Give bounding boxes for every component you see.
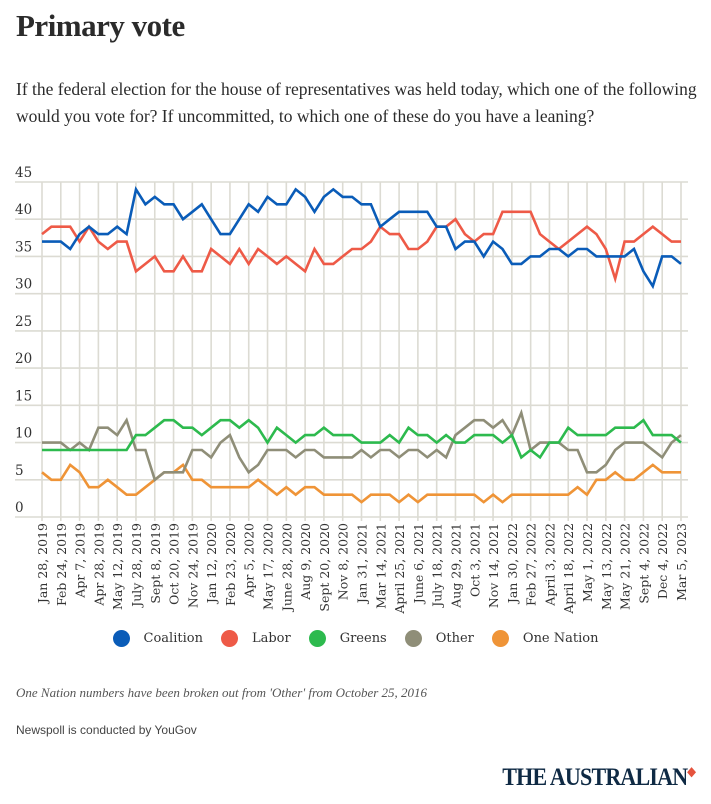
- x-tick-label: Dec 4, 2022: [655, 523, 670, 599]
- series-line-coalition: [42, 185, 682, 290]
- legend-swatch: [220, 630, 238, 647]
- x-tick-label: Nov 24, 2019: [185, 523, 200, 608]
- y-tick-label: 0: [15, 500, 24, 516]
- x-tick-label: Oct 3, 2021: [467, 523, 482, 597]
- x-tick-label: Aug 9, 2020: [298, 523, 313, 601]
- y-tick-label: 15: [15, 388, 32, 404]
- australia-map-icon: ◆: [687, 765, 695, 779]
- x-tick-label: May 1, 2022: [580, 523, 595, 602]
- x-tick-label: Jan 31, 2021: [355, 523, 370, 605]
- legend-label: Coalition: [143, 631, 203, 646]
- y-tick-label: 10: [15, 426, 32, 442]
- legend-swatch: [404, 630, 422, 647]
- source-note: Newspoll is conducted by YouGov: [16, 723, 197, 737]
- x-tick-label: Aug 29, 2021: [448, 523, 463, 609]
- x-tick-label: Apr 7, 2019: [73, 523, 88, 599]
- legend-label: One Nation: [522, 631, 599, 646]
- legend-item-greens[interactable]: Greens: [308, 630, 387, 647]
- legend-swatch: [308, 630, 326, 647]
- y-tick-label: 40: [15, 202, 32, 218]
- y-tick-label: 5: [15, 463, 24, 479]
- x-tick-label: June 28, 2020: [279, 523, 294, 613]
- x-tick-label: Nov 8, 2020: [336, 523, 351, 600]
- x-tick-label: May 13, 2022: [599, 523, 614, 610]
- legend-label: Other: [435, 631, 474, 646]
- series-line-labor: [41, 210, 681, 284]
- x-tick-label: April 18, 2022: [561, 523, 576, 615]
- x-tick-label: Nov 14, 2021: [486, 523, 501, 608]
- y-tick-label: 30: [15, 277, 32, 293]
- x-tick-label: Sept 4, 2022: [636, 523, 651, 604]
- logo-text: THE AUSTRALIAN: [502, 762, 688, 791]
- chart-title: Primary vote: [16, 8, 185, 43]
- y-tick-label: 35: [15, 239, 32, 255]
- series-line-one-nation: [41, 462, 681, 504]
- legend-swatch: [491, 630, 509, 647]
- legend-label: Labor: [251, 631, 291, 646]
- x-tick-label: Feb 24, 2019: [54, 523, 69, 606]
- legend-item-coalition[interactable]: Coalition: [112, 630, 203, 647]
- x-tick-label: Oct 20, 2019: [167, 523, 182, 605]
- footnote: One Nation numbers have been broken out …: [16, 685, 428, 700]
- x-tick-label: July 28, 2019: [129, 523, 144, 609]
- line-chart: 0 5 10 15 20 25 30 35 40 45 Jan 28, 2019 Feb 24, 2…: [15, 165, 689, 615]
- series-lines: [41, 185, 682, 504]
- x-tick-label: Apr 5, 2020: [242, 523, 257, 599]
- grid: [15, 181, 688, 521]
- y-tick-label: 25: [15, 314, 32, 330]
- x-tick-label: Jan 28, 2019: [35, 523, 50, 605]
- legend-swatch: [112, 630, 130, 647]
- x-tick-label: Jan 12, 2020: [204, 523, 219, 605]
- x-tick-label: Mar 5, 2023: [674, 523, 689, 601]
- legend-label: Greens: [339, 631, 387, 646]
- x-axis: Jan 28, 2019 Feb 24, 2019 Apr 7, 2019 Apr 2…: [35, 523, 689, 615]
- x-tick-label: Feb 27, 2022: [524, 523, 539, 606]
- x-tick-label: Sept 8, 2019: [148, 523, 163, 604]
- legend-item-labor[interactable]: Labor: [220, 630, 291, 647]
- x-tick-label: May 17, 2020: [261, 523, 276, 610]
- series-line-other: [42, 408, 682, 482]
- chart-subtitle: If the federal election for the house of…: [16, 79, 697, 126]
- x-tick-label: May 21, 2022: [618, 523, 633, 610]
- legend: Coalition Labor Greens Other One Nation: [0, 630, 711, 647]
- x-tick-label: Apr 28, 2019: [91, 523, 106, 607]
- x-tick-label: April 25, 2021: [392, 523, 407, 615]
- y-tick-label: 45: [15, 165, 32, 181]
- x-tick-label: Jan 30, 2022: [505, 523, 520, 605]
- x-tick-label: Mar 14, 2021: [373, 523, 388, 609]
- x-tick-label: April 3, 2022: [542, 523, 557, 607]
- x-tick-label: Feb 23, 2020: [223, 523, 238, 606]
- legend-item-other[interactable]: Other: [404, 630, 474, 647]
- y-axis: 0 5 10 15 20 25 30 35 40 45: [15, 165, 32, 516]
- x-tick-label: Sept 20, 2020: [317, 523, 332, 612]
- series-line-greens: [42, 418, 682, 460]
- legend-item-one-nation[interactable]: One Nation: [491, 630, 599, 647]
- x-tick-label: June 6, 2021: [411, 523, 426, 605]
- y-tick-label: 20: [15, 351, 32, 367]
- x-tick-label: July 18, 2021: [430, 523, 445, 609]
- publisher-logo: THE AUSTRALIAN◆: [502, 762, 695, 792]
- x-tick-label: May 12, 2019: [110, 523, 125, 610]
